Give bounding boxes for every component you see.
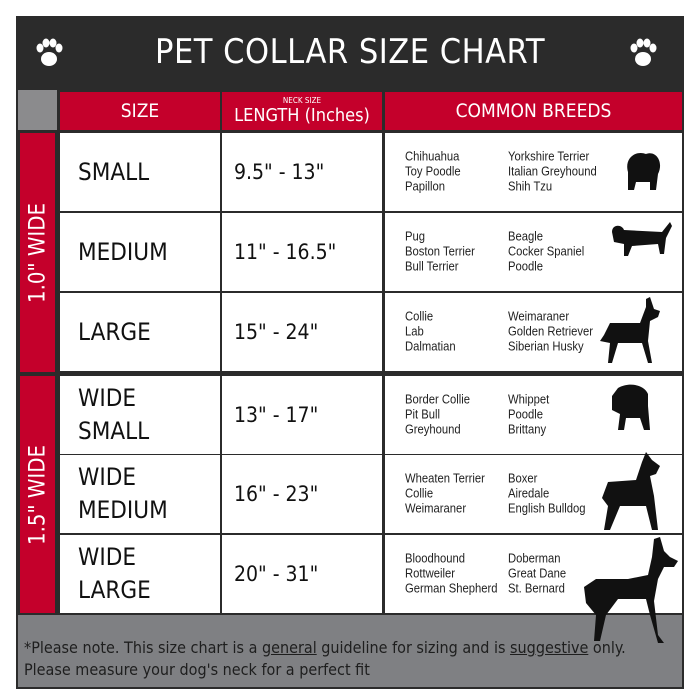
length-cell: 20" - 31": [222, 535, 382, 613]
length-cell: 11" - 16.5": [222, 213, 382, 291]
group-label-1-5-wide: 1.5" WIDE: [18, 374, 57, 615]
size-cell: WIDE SMALL: [60, 376, 220, 454]
breeds-list: Pug Boston Terrier Bull Terrier: [405, 229, 475, 274]
group-label-1-0-wide: 1.0" WIDE: [18, 131, 57, 374]
paw-print-icon: [630, 38, 657, 66]
dog-silhouette-icon: [600, 297, 660, 363]
footer-note: *Please note. This size chart is a gener…: [18, 615, 682, 687]
length-cell: 13" - 17": [222, 376, 382, 454]
page-title: PET COLLAR SIZE CHART: [155, 32, 545, 72]
size-cell: LARGE: [60, 293, 220, 371]
breeds-list: Collie Lab Dalmatian: [405, 309, 456, 354]
header-length-main: LENGTH (Inches): [234, 105, 370, 126]
dog-silhouette-icon: [584, 537, 678, 643]
size-cell: WIDE MEDIUM: [60, 455, 220, 533]
length-cell: 9.5" - 13": [222, 133, 382, 211]
dog-silhouette-icon: [612, 384, 650, 430]
length-cell: 16" - 23": [222, 455, 382, 533]
header-corner: [18, 90, 57, 130]
dog-silhouette-icon: [602, 452, 660, 530]
header-breeds: COMMON BREEDS: [385, 92, 682, 130]
size-cell: MEDIUM: [60, 213, 220, 291]
breeds-list: Wheaten Terrier Collie Weimaraner: [405, 471, 485, 516]
breeds-list: Chihuahua Toy Poodle Papillon: [405, 149, 461, 194]
paw-print-icon: [36, 38, 63, 66]
header-length: NECK SIZE LENGTH (Inches): [222, 92, 382, 130]
breeds-list: Whippet Poodle Brittany: [508, 392, 550, 437]
size-cell: WIDE LARGE: [60, 535, 220, 613]
dog-silhouette-icon: [627, 152, 661, 190]
header-length-sub: NECK SIZE: [282, 96, 322, 105]
breeds-list: Bloodhound Rottweiler German Shepherd: [405, 551, 498, 596]
breeds-list: Boxer Airedale English Bulldog: [508, 471, 586, 516]
dog-silhouette-icon: [612, 222, 672, 256]
breeds-list: Weimaraner Golden Retriever Siberian Husky: [508, 309, 594, 354]
size-cell: SMALL: [60, 133, 220, 211]
breeds-cell: Bloodhound Rottweiler German Shepherd Dober…: [385, 535, 682, 613]
breeds-cell: Pug Boston Terrier Bull Terrier Beagle Cocke…: [385, 213, 682, 291]
breeds-list: Doberman Great Dane St. Bernard: [508, 551, 567, 596]
breeds-list: Yorkshire Terrier Italian Greyhound Shih T…: [508, 149, 597, 194]
breeds-list: Border Collie Pit Bull Greyhound: [405, 392, 471, 437]
header-size: SIZE: [60, 92, 220, 130]
length-cell: 15" - 24": [222, 293, 382, 371]
breeds-list: Beagle Cocker Spaniel Poodle: [508, 229, 585, 274]
